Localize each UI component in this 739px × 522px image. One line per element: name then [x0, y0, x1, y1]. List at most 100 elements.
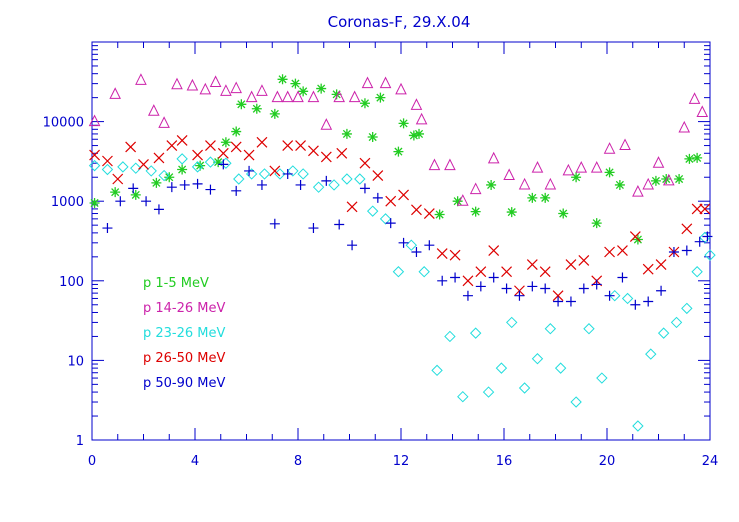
data-point	[321, 175, 332, 186]
data-point	[444, 330, 456, 343]
data-point	[619, 138, 631, 151]
data-point	[109, 87, 121, 99]
data-point	[205, 184, 216, 195]
data-point	[331, 89, 342, 100]
data-point	[678, 120, 691, 133]
data-point	[562, 163, 575, 176]
data-point	[604, 290, 615, 301]
data-point	[166, 182, 177, 193]
data-point	[642, 177, 655, 190]
data-point	[233, 173, 245, 185]
data-point	[506, 207, 517, 218]
legend-entry: p 1-5 MeV	[143, 276, 209, 291]
data-point	[130, 162, 142, 174]
data-point	[89, 149, 100, 161]
data-point	[456, 194, 469, 206]
data-point	[147, 104, 160, 116]
data-point	[411, 247, 422, 258]
data-point	[694, 236, 705, 247]
data-point	[688, 92, 701, 104]
data-point	[102, 223, 113, 234]
data-point	[220, 137, 231, 148]
data-point	[295, 140, 306, 151]
data-point	[341, 128, 352, 139]
data-point	[506, 316, 518, 329]
data-point	[452, 196, 463, 207]
data-point	[681, 302, 693, 315]
data-point	[670, 316, 683, 329]
data-point	[375, 92, 386, 103]
marks	[88, 73, 716, 432]
data-point	[558, 208, 569, 219]
data-point	[457, 390, 469, 403]
data-point	[578, 255, 590, 266]
data-point	[642, 263, 654, 275]
data-point	[218, 159, 229, 170]
data-point	[565, 259, 577, 270]
data-point	[271, 90, 284, 103]
data-point	[657, 327, 670, 339]
data-point	[177, 164, 188, 175]
x-tick-label: 12	[393, 454, 410, 469]
data-point	[415, 112, 428, 125]
data-point	[213, 157, 224, 168]
data-point	[320, 118, 333, 130]
data-point	[307, 90, 320, 103]
data-point	[614, 179, 625, 190]
data-point	[424, 240, 435, 251]
data-point	[102, 155, 113, 167]
data-point	[217, 147, 229, 159]
data-point	[662, 173, 675, 186]
data-point	[141, 196, 152, 207]
data-point	[539, 266, 551, 278]
data-point	[405, 239, 418, 251]
data-point	[176, 135, 188, 146]
data-point	[205, 140, 216, 151]
data-point	[243, 149, 255, 161]
data-point	[245, 168, 258, 180]
data-point	[292, 90, 304, 103]
data-point	[346, 201, 358, 213]
data-point	[423, 208, 435, 219]
data-point	[336, 147, 348, 159]
data-point	[571, 172, 582, 183]
data-point	[347, 240, 358, 251]
series-4	[89, 135, 711, 302]
data-point	[379, 213, 392, 225]
data-point	[282, 168, 293, 179]
data-point	[643, 296, 654, 307]
data-point	[176, 153, 188, 165]
data-point	[681, 245, 692, 256]
data-point	[609, 289, 621, 302]
data-point	[656, 285, 667, 296]
data-point	[596, 372, 608, 384]
data-point	[692, 152, 703, 163]
data-point	[153, 152, 165, 164]
data-point	[630, 299, 641, 310]
data-point	[398, 189, 409, 201]
data-point	[115, 196, 126, 207]
data-point	[354, 173, 366, 185]
data-point	[89, 197, 100, 208]
data-point	[269, 108, 280, 119]
x-tick-label: 16	[496, 454, 513, 469]
data-point	[308, 145, 319, 157]
data-point	[298, 86, 309, 97]
x-tick-label: 20	[599, 454, 616, 469]
data-point	[359, 183, 370, 194]
data-point	[117, 161, 129, 173]
data-point	[469, 182, 482, 195]
data-point	[691, 203, 703, 215]
data-point	[316, 83, 327, 94]
x-tick-label: 8	[294, 454, 302, 469]
data-point	[603, 142, 616, 154]
data-point	[449, 249, 461, 261]
data-point	[256, 84, 268, 96]
data-point	[681, 223, 693, 235]
data-point	[540, 192, 551, 203]
data-point	[204, 156, 217, 168]
data-point	[130, 189, 141, 200]
data-point	[145, 165, 157, 177]
data-point	[544, 323, 557, 335]
data-point	[179, 179, 190, 190]
